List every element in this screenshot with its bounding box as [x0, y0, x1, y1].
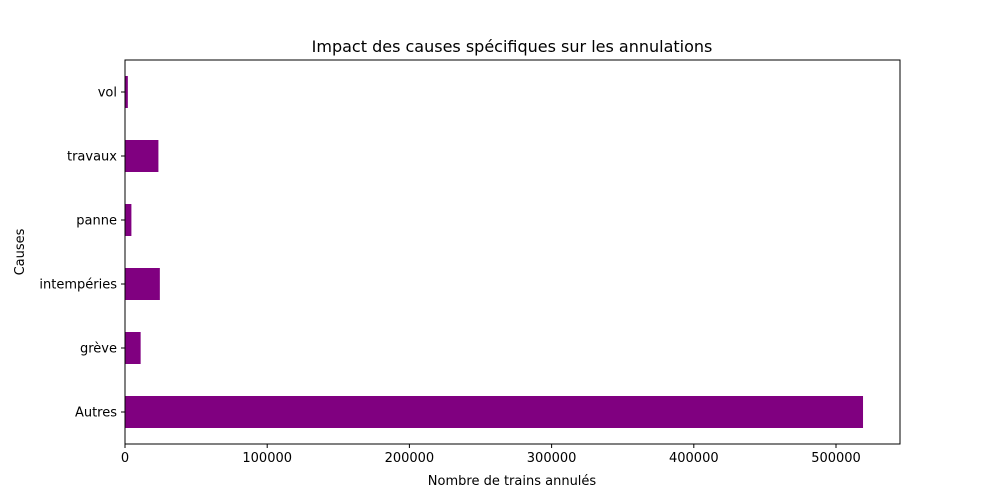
x-tick-label: 300000	[527, 451, 577, 466]
bar-travaux	[125, 140, 159, 172]
bar-vol	[125, 76, 128, 108]
bar-panne	[125, 204, 132, 236]
bars-group	[125, 76, 864, 428]
x-axis: 0 100000 200000 300000 400000 500000	[121, 444, 861, 466]
bar-grève	[125, 332, 141, 364]
y-axis: Autres grève intempéries panne travaux vol	[39, 86, 125, 421]
y-tick-label: intempéries	[39, 278, 117, 293]
y-tick-label: panne	[76, 214, 117, 229]
x-tick-label: 500000	[811, 451, 861, 466]
x-tick-label: 400000	[669, 451, 719, 466]
y-axis-label: Causes	[13, 228, 28, 275]
x-tick-label: 100000	[242, 451, 292, 466]
y-tick-label: grève	[80, 342, 117, 357]
x-tick-label: 200000	[385, 451, 435, 466]
x-axis-label: Nombre de trains annulés	[428, 474, 597, 489]
bar-Autres	[125, 396, 864, 428]
y-tick-label: vol	[98, 86, 117, 101]
chart-title: Impact des causes spécifiques sur les an…	[312, 37, 713, 56]
y-tick-label: travaux	[67, 150, 117, 165]
y-tick-label: Autres	[75, 406, 117, 421]
bar-intempéries	[125, 268, 160, 300]
x-tick-label: 0	[121, 451, 129, 466]
plot-frame	[124, 59, 901, 445]
